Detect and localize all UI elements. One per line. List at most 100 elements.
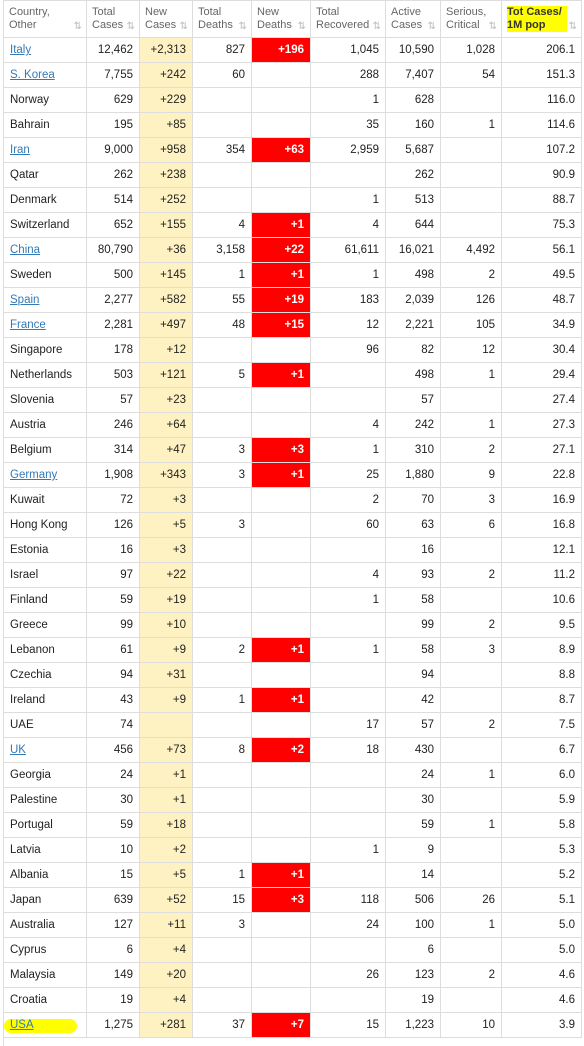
table-row: Cyprus 6 +4 6 5.0 bbox=[3, 937, 582, 963]
serious-critical-cell bbox=[440, 537, 502, 563]
active-cases-cell: 57 bbox=[385, 712, 441, 738]
new-cases-cell: +52 bbox=[139, 887, 193, 913]
serious-critical-cell: 3 bbox=[440, 487, 502, 513]
column-header-total-deaths[interactable]: Total Deaths ⇅ bbox=[192, 0, 252, 38]
new-cases-cell: +242 bbox=[139, 62, 193, 88]
column-header-new-cases[interactable]: New Cases ⇅ bbox=[139, 0, 193, 38]
column-header-country[interactable]: Country, Other ⇅ bbox=[3, 0, 87, 38]
serious-critical-cell: 2 bbox=[440, 437, 502, 463]
serious-critical-cell: 126 bbox=[440, 287, 502, 313]
country-link[interactable]: S. Korea bbox=[10, 69, 55, 81]
total-recovered-cell: 61,611 bbox=[310, 237, 386, 263]
sort-icon[interactable]: ⇅ bbox=[568, 21, 577, 32]
serious-critical-cell: 9 bbox=[440, 462, 502, 488]
country-link[interactable]: Italy bbox=[10, 44, 32, 56]
new-cases-cell: +281 bbox=[139, 1012, 193, 1038]
serious-critical-cell: 26 bbox=[440, 887, 502, 913]
serious-critical-cell bbox=[440, 662, 502, 688]
new-deaths-cell bbox=[251, 162, 311, 188]
cases-per-million-cell: 29.4 bbox=[501, 362, 582, 388]
cases-per-million-cell: 22.8 bbox=[501, 462, 582, 488]
active-cases-cell: 5,687 bbox=[385, 137, 441, 163]
new-deaths-cell bbox=[251, 612, 311, 638]
cases-per-million-cell: 27.1 bbox=[501, 437, 582, 463]
active-cases-cell: 10,590 bbox=[385, 37, 441, 63]
new-cases-cell: +85 bbox=[139, 112, 193, 138]
active-cases-cell: 19 bbox=[385, 987, 441, 1013]
column-header-total-recovered[interactable]: Total Recovered ⇅ bbox=[310, 0, 386, 38]
country-cell: Georgia bbox=[3, 762, 87, 788]
column-header-serious-critical[interactable]: Serious, Critical ⇅ bbox=[440, 0, 502, 38]
new-deaths-cell: +22 bbox=[251, 237, 311, 263]
country-cell: Slovenia bbox=[3, 387, 87, 413]
table-row: Lebanon 61 +9 2 +1 1 58 3 8.9 bbox=[3, 637, 582, 663]
country-link[interactable]: France bbox=[10, 319, 46, 331]
sort-icon[interactable]: ⇅ bbox=[179, 21, 188, 32]
total-recovered-cell: 288 bbox=[310, 62, 386, 88]
total-deaths-cell bbox=[192, 962, 252, 988]
country-link[interactable]: Iran bbox=[10, 144, 30, 156]
new-deaths-cell: +1 bbox=[251, 862, 311, 888]
sort-icon[interactable]: ⇅ bbox=[126, 21, 135, 32]
total-deaths-cell bbox=[192, 337, 252, 363]
serious-critical-cell bbox=[440, 787, 502, 813]
cases-per-million-cell: 34.9 bbox=[501, 312, 582, 338]
column-header-new-deaths[interactable]: New Deaths ⇅ bbox=[251, 0, 311, 38]
serious-critical-cell bbox=[440, 187, 502, 213]
sort-icon[interactable]: ⇅ bbox=[372, 21, 381, 32]
new-deaths-cell bbox=[251, 712, 311, 738]
cases-per-million-cell: 4.6 bbox=[501, 962, 582, 988]
total-deaths-cell bbox=[192, 937, 252, 963]
table-row: Portugal 59 +18 59 1 5.8 bbox=[3, 812, 582, 838]
country-name: Sweden bbox=[10, 269, 52, 281]
column-header-label: Deaths bbox=[257, 19, 292, 31]
table-row: USA 1,275 +281 37 +7 15 1,223 10 3.9 bbox=[3, 1012, 582, 1038]
new-cases-cell: +229 bbox=[139, 87, 193, 113]
serious-critical-cell bbox=[440, 587, 502, 613]
country-cell: Japan bbox=[3, 887, 87, 913]
country-link[interactable]: UK bbox=[10, 744, 26, 756]
active-cases-cell: 160 bbox=[385, 112, 441, 138]
sort-icon[interactable]: ⇅ bbox=[238, 21, 247, 32]
cases-per-million-cell: 151.3 bbox=[501, 62, 582, 88]
total-recovered-cell: 1,045 bbox=[310, 37, 386, 63]
total-deaths-cell bbox=[192, 562, 252, 588]
new-cases-cell: +22 bbox=[139, 562, 193, 588]
country-link[interactable]: China bbox=[10, 244, 41, 256]
column-header-label: Total bbox=[198, 6, 222, 18]
total-deaths-cell bbox=[192, 187, 252, 213]
total-deaths-cell: 37 bbox=[192, 1012, 252, 1038]
column-header-total-cases[interactable]: Total Cases ⇅ bbox=[86, 0, 140, 38]
country-cell: China bbox=[3, 237, 87, 263]
new-deaths-cell bbox=[251, 487, 311, 513]
sort-icon[interactable]: ⇅ bbox=[73, 21, 82, 32]
total-cases-cell: 1,275 bbox=[86, 1012, 140, 1038]
total-cases-cell: 314 bbox=[86, 437, 140, 463]
country-link[interactable]: USA bbox=[10, 1019, 34, 1031]
new-cases-cell: +5 bbox=[139, 862, 193, 888]
total-recovered-cell bbox=[310, 362, 386, 388]
country-link[interactable]: Spain bbox=[10, 294, 40, 306]
sort-icon[interactable]: ⇅ bbox=[297, 21, 306, 32]
country-name: Czechia bbox=[10, 669, 52, 681]
active-cases-cell: 30 bbox=[385, 787, 441, 813]
new-deaths-cell: +2 bbox=[251, 737, 311, 763]
country-cell: Ireland bbox=[3, 687, 87, 713]
country-name: Malaysia bbox=[10, 969, 56, 981]
active-cases-cell: 6 bbox=[385, 937, 441, 963]
table-row: Belgium 314 +47 3 +3 1 310 2 27.1 bbox=[3, 437, 582, 463]
country-cell: Australia bbox=[3, 912, 87, 938]
country-name: UAE bbox=[10, 719, 34, 731]
total-deaths-cell bbox=[192, 587, 252, 613]
country-cell: Malaysia bbox=[3, 962, 87, 988]
column-header-cases-per-million[interactable]: Tot Cases/1M pop ⇅ bbox=[501, 0, 582, 38]
country-link[interactable]: Germany bbox=[10, 469, 58, 481]
sort-icon[interactable]: ⇅ bbox=[427, 21, 436, 32]
column-header-active-cases[interactable]: Active Cases ⇅ bbox=[385, 0, 441, 38]
country-name: Lebanon bbox=[10, 644, 55, 656]
sort-icon[interactable]: ⇅ bbox=[488, 21, 497, 32]
total-recovered-cell: 1 bbox=[310, 837, 386, 863]
total-recovered-cell: 4 bbox=[310, 212, 386, 238]
total-cases-cell: 19 bbox=[86, 987, 140, 1013]
total-recovered-cell: 183 bbox=[310, 287, 386, 313]
